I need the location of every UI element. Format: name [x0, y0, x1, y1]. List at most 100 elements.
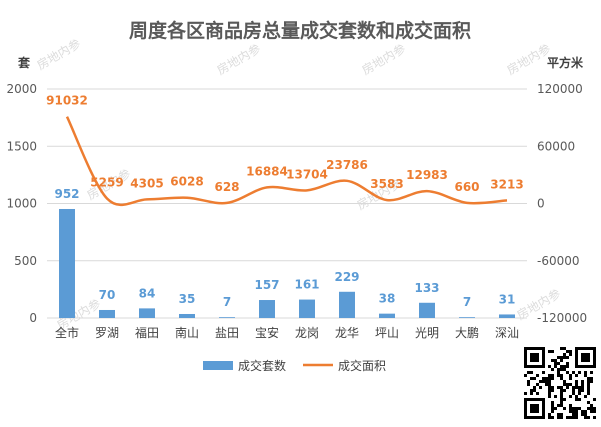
qr-module [548, 383, 551, 386]
qr-module [548, 395, 551, 398]
qr-module [575, 410, 578, 413]
qr-code [522, 345, 598, 421]
line-data-label: 3213 [490, 177, 523, 191]
qr-module [560, 359, 563, 362]
qr-module [581, 383, 584, 386]
qr-module [557, 386, 560, 389]
qr-module [548, 386, 551, 389]
bar-data-label: 70 [99, 288, 116, 302]
qr-module [530, 389, 533, 392]
bar [459, 317, 475, 318]
qr-module [581, 413, 584, 416]
qr-module [584, 410, 587, 413]
bar-data-label: 35 [179, 292, 196, 306]
legend-bar-label: 成交套数 [238, 358, 286, 373]
qr-module [560, 374, 563, 377]
chart-title: 周度各区商品房总量成交套数和成交面积 [129, 19, 471, 42]
qr-module [545, 380, 548, 383]
qr-module [566, 416, 569, 419]
watermark-text: 房地内参 [504, 41, 553, 78]
watermark-text: 房地内参 [214, 41, 263, 78]
qr-module [569, 395, 572, 398]
line-path [65, 116, 508, 207]
qr-module [584, 416, 587, 419]
qr-module [548, 380, 551, 383]
bar [179, 313, 195, 318]
qr-module [557, 374, 560, 377]
qr-module [560, 398, 563, 401]
qr-module [554, 395, 557, 398]
left-tick-label: 1000 [6, 197, 37, 211]
bar [99, 309, 115, 318]
left-tick-label: 500 [14, 254, 37, 268]
category-label: 龙岗 [295, 326, 319, 340]
qr-module [560, 416, 563, 419]
qr-module [578, 386, 581, 389]
category-label: 深汕 [495, 326, 519, 340]
qr-module [593, 407, 596, 410]
qr-module [551, 404, 554, 407]
qr-module [557, 368, 560, 371]
bar [219, 317, 235, 318]
qr-module [551, 377, 554, 380]
qr-module [557, 356, 560, 359]
qr-module [548, 416, 551, 419]
qr-module [578, 407, 581, 410]
line-data-label: 91032 [46, 94, 88, 108]
qr-module [590, 377, 593, 380]
qr-module [593, 416, 596, 419]
bar-data-label: 161 [294, 278, 319, 292]
line-data-label: 628 [214, 180, 239, 194]
qr-module [569, 353, 572, 356]
line-data-label: 5259 [90, 175, 123, 189]
bar-series [59, 208, 515, 318]
qr-module [584, 413, 587, 416]
qr-module [536, 383, 539, 386]
qr-module [575, 416, 578, 419]
qr-module [539, 380, 542, 383]
qr-module [533, 386, 536, 389]
qr-module [563, 398, 566, 401]
qr-module [533, 389, 536, 392]
qr-module [542, 377, 545, 380]
line-data-label: 16884 [246, 164, 288, 178]
legend-line-label: 成交面积 [338, 358, 386, 373]
qr-module [548, 377, 551, 380]
qr-module [524, 374, 527, 377]
qr-module [545, 383, 548, 386]
qr-finder-core [530, 404, 539, 413]
qr-module [545, 377, 548, 380]
bar [379, 313, 395, 318]
qr-module [581, 386, 584, 389]
bar-data-labels: 952 70 84 35 7 157 161 229 38 133 7 31 [54, 187, 515, 309]
category-label: 盐田 [215, 326, 239, 340]
line-data-label: 3583 [370, 177, 403, 191]
category-label: 宝安 [255, 325, 279, 340]
qr-module [581, 380, 584, 383]
qr-module [548, 350, 551, 353]
qr-module [551, 359, 554, 362]
qr-module [587, 389, 590, 392]
line-data-label: 6028 [170, 175, 203, 189]
qr-module [569, 383, 572, 386]
qr-module [572, 413, 575, 416]
qr-module [551, 350, 554, 353]
qr-module [572, 416, 575, 419]
qr-module [563, 380, 566, 383]
line-data-label: 13704 [286, 167, 328, 181]
qr-module [560, 347, 563, 350]
qr-module [569, 374, 572, 377]
line-data-label: 23786 [326, 158, 368, 172]
qr-module [575, 380, 578, 383]
qr-module [587, 377, 590, 380]
watermark-text: 房地内参 [34, 36, 83, 73]
qr-module [578, 389, 581, 392]
qr-module [569, 416, 572, 419]
bar [59, 208, 75, 318]
left-axis-unit: 套 [17, 55, 31, 70]
qr-module [533, 377, 536, 380]
qr-module [557, 362, 560, 365]
left-axis-ticks: 0 500 1000 1500 2000 [6, 82, 37, 325]
qr-module [569, 407, 572, 410]
